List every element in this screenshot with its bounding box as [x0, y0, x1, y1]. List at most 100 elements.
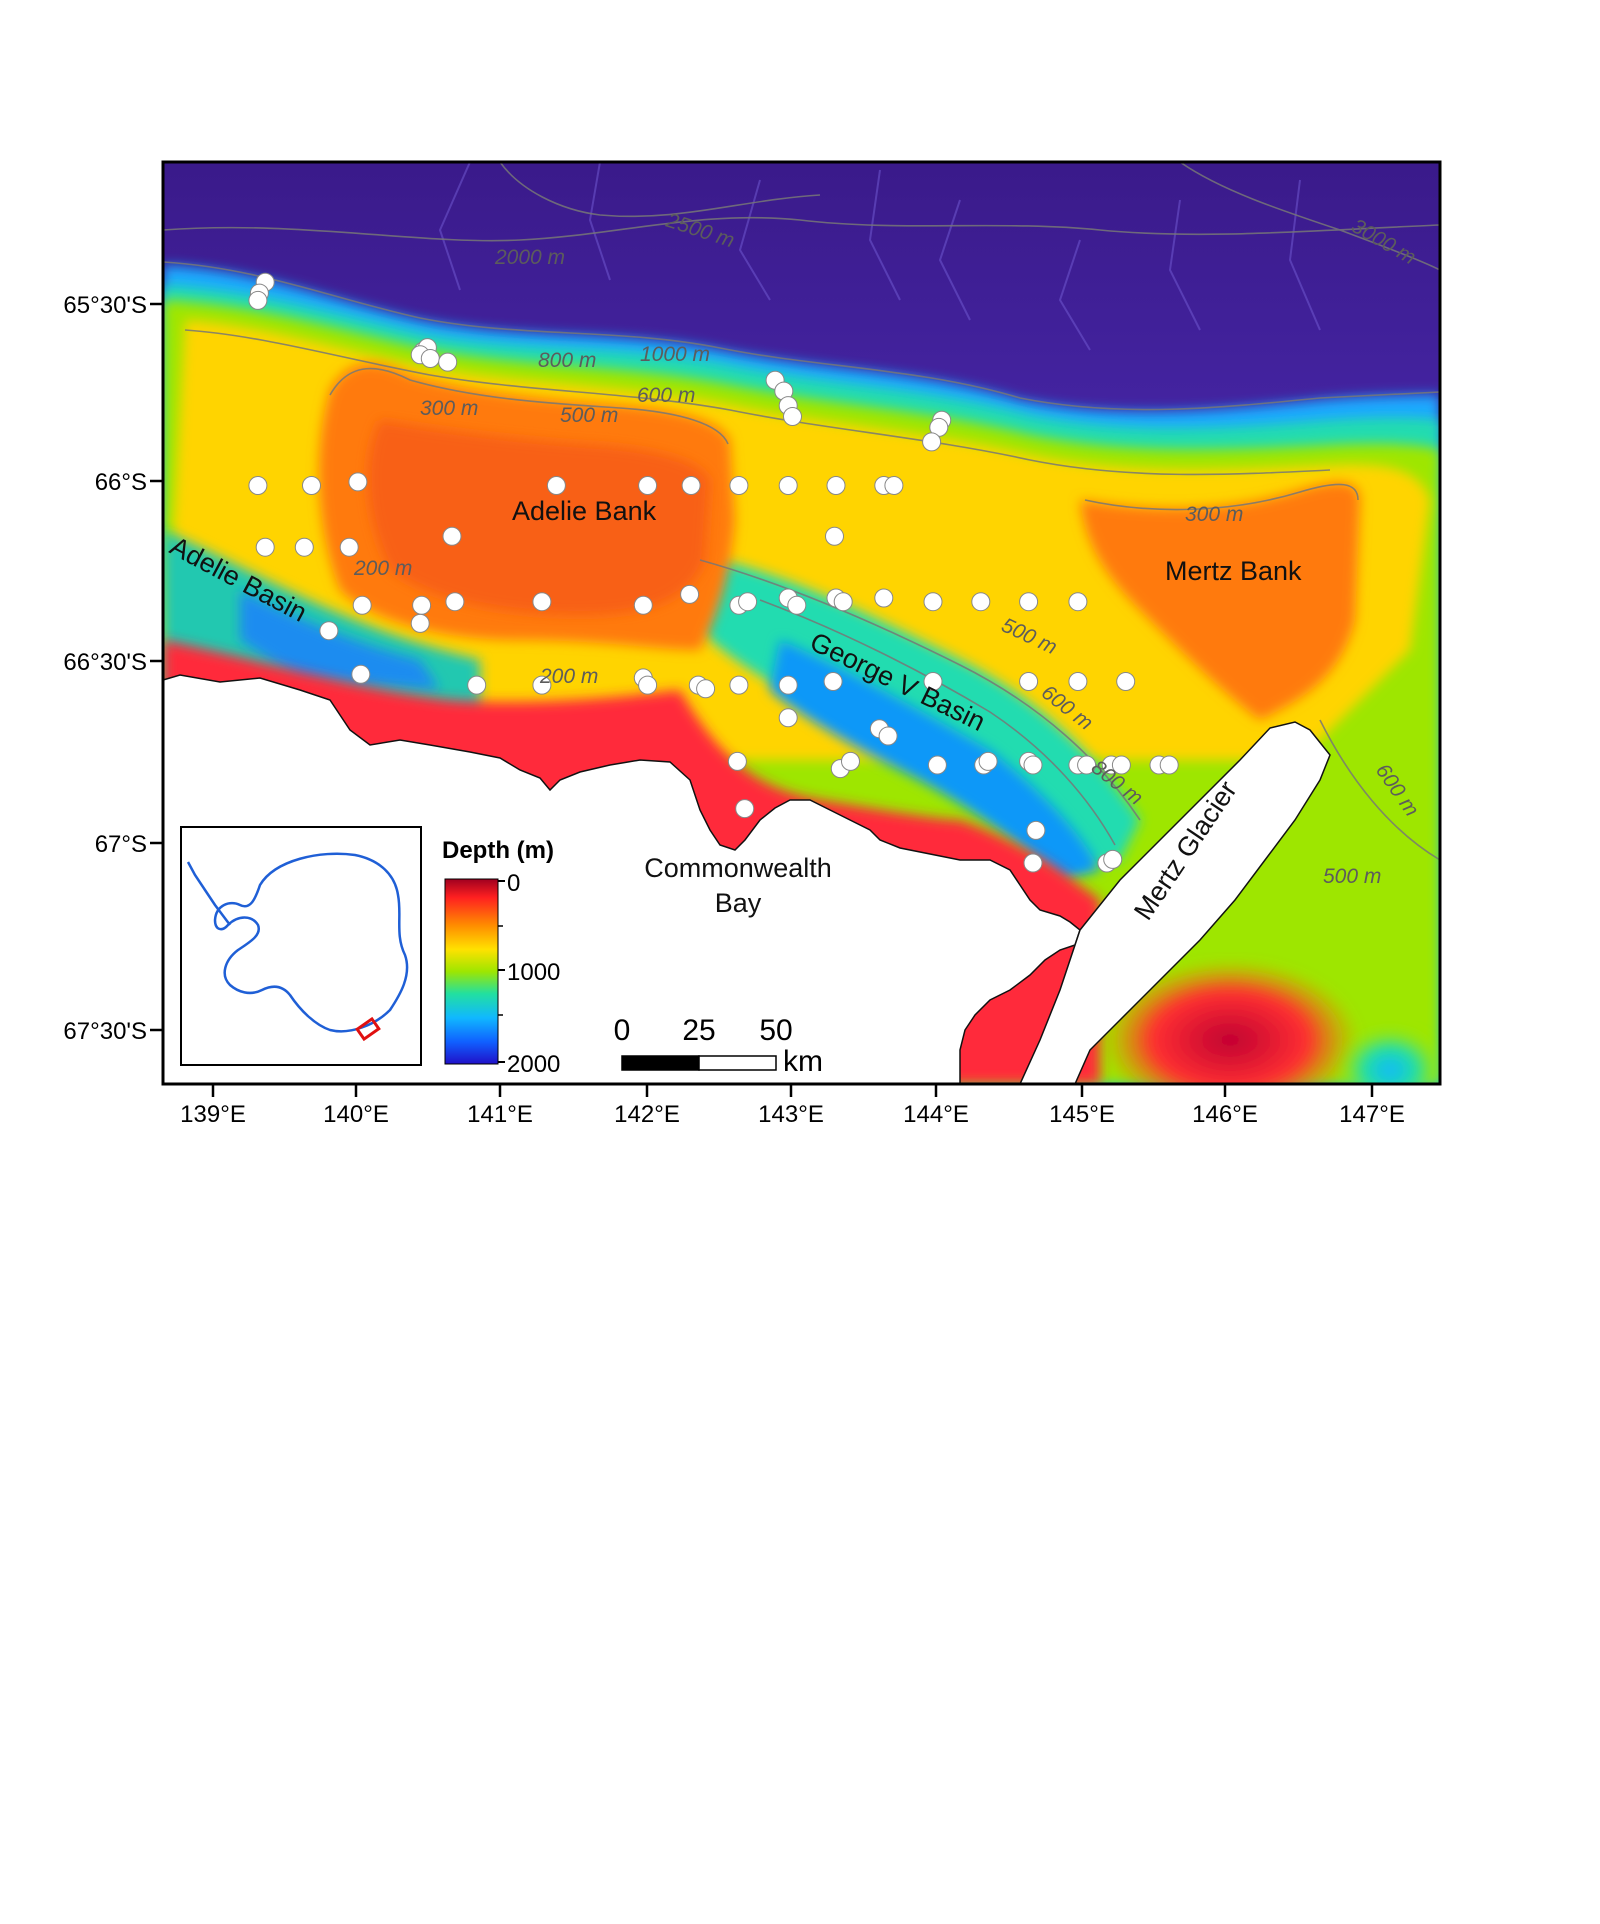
legend-title: Depth (m) — [442, 837, 554, 864]
contour-label: 200 m — [539, 665, 598, 688]
station-marker — [696, 679, 716, 699]
station-marker — [1077, 755, 1097, 775]
station-marker — [351, 664, 371, 684]
contour-label: 200 m — [353, 557, 412, 580]
scale-tick-label: 25 — [682, 1014, 715, 1047]
station-marker — [352, 595, 372, 615]
lon-tick-label: 141°E — [467, 1101, 533, 1128]
station-marker — [841, 751, 860, 771]
station-marker — [1116, 672, 1136, 691]
contour-label: 500 m — [1323, 865, 1381, 888]
lon-tick-label: 147°E — [1339, 1101, 1405, 1128]
station-marker — [727, 751, 747, 771]
station-marker — [787, 595, 807, 615]
lon-tick-label: 143°E — [758, 1101, 824, 1128]
station-marker — [874, 588, 894, 608]
station-marker — [294, 537, 314, 557]
contour-label: 800 m — [538, 349, 596, 372]
station-marker — [778, 708, 798, 728]
station-marker — [420, 349, 440, 368]
inset-antarctica-outline — [213, 852, 409, 1033]
station-marker — [778, 675, 798, 695]
legend-colorbar — [444, 878, 499, 1065]
map-border — [161, 160, 1442, 1086]
station-marker — [878, 726, 898, 746]
station-marker — [1159, 755, 1179, 775]
lon-tick-label: 139°E — [180, 1101, 246, 1128]
station-marker — [546, 476, 566, 495]
station-marker — [729, 675, 749, 695]
station-marker — [319, 621, 339, 641]
station-marker — [442, 526, 462, 546]
station-marker — [978, 751, 998, 771]
station-marker — [923, 592, 943, 612]
scale-unit: km — [783, 1045, 823, 1078]
contour-label: 600 m — [637, 384, 695, 407]
mertz-glacier-tongue — [1019, 721, 1331, 1084]
inset-peninsula — [186, 861, 231, 926]
station-marker — [778, 476, 798, 495]
station-marker — [826, 476, 846, 495]
station-marker — [302, 476, 321, 495]
scale-tick-label: 0 — [614, 1014, 631, 1047]
station-marker — [445, 592, 465, 612]
station-marker — [410, 613, 430, 633]
station-marker — [833, 592, 853, 612]
station-marker — [923, 672, 943, 691]
legend-tick-label: 0 — [507, 870, 520, 897]
lon-tick-label: 146°E — [1192, 1101, 1258, 1128]
station-marker — [783, 407, 802, 426]
station-marker — [1111, 755, 1131, 775]
station-marker — [248, 476, 268, 495]
station-marker — [738, 592, 758, 612]
station-marker — [922, 432, 942, 452]
contour-label: 1000 m — [640, 343, 710, 366]
lat-tick-label: 66°S — [95, 469, 147, 496]
adelie-basin-deep — [240, 590, 440, 690]
lon-tick-label: 140°E — [323, 1101, 389, 1128]
antarctica-inset — [180, 826, 422, 1066]
station-marker — [1068, 592, 1088, 612]
scale-bar: 0 25 50 km — [614, 1014, 823, 1078]
station-marker — [825, 526, 844, 546]
station-marker — [438, 352, 458, 372]
station-marker — [823, 672, 843, 691]
station-marker — [729, 476, 749, 495]
station-marker — [681, 476, 701, 495]
station-marker — [927, 755, 947, 775]
legend-tick-label: 1000 — [507, 959, 560, 986]
scale-bar-black — [621, 1055, 700, 1071]
contour-label: 300 m — [420, 397, 478, 420]
sample-stations — [248, 272, 1179, 873]
station-marker — [1103, 849, 1123, 869]
lon-tick-label: 145°E — [1049, 1101, 1115, 1128]
label-commonwealth-bay-2: Bay — [715, 888, 762, 918]
station-marker — [412, 595, 432, 615]
lat-tick-label: 66°30'S — [63, 649, 147, 676]
se-deep-spot — [1335, 1025, 1440, 1084]
station-marker — [1019, 672, 1039, 691]
station-marker — [638, 675, 658, 695]
se-shallow-blob — [1100, 960, 1360, 1084]
station-marker — [633, 595, 653, 615]
station-marker — [467, 675, 487, 695]
lon-tick-label: 142°E — [614, 1101, 680, 1128]
station-marker — [680, 584, 700, 604]
station-marker — [638, 476, 658, 495]
lon-tick-label: 144°E — [903, 1101, 969, 1128]
scale-tick-label: 50 — [759, 1014, 792, 1047]
mertz-bank — [1080, 482, 1360, 720]
station-marker — [532, 592, 552, 612]
lat-tick-label: 67°30'S — [63, 1018, 147, 1045]
station-marker — [255, 537, 275, 557]
station-marker — [339, 537, 359, 557]
station-marker — [1026, 820, 1046, 840]
station-marker — [884, 476, 904, 495]
latitude-axis: 65°30'S 66°S 66°30'S 67°S 67°30'S — [63, 292, 163, 1045]
station-marker — [348, 472, 368, 492]
lat-tick-label: 65°30'S — [63, 292, 147, 319]
station-marker — [971, 592, 991, 612]
lat-tick-label: 67°S — [95, 831, 147, 858]
scale-bar-white — [698, 1055, 777, 1071]
station-marker — [1019, 592, 1039, 612]
